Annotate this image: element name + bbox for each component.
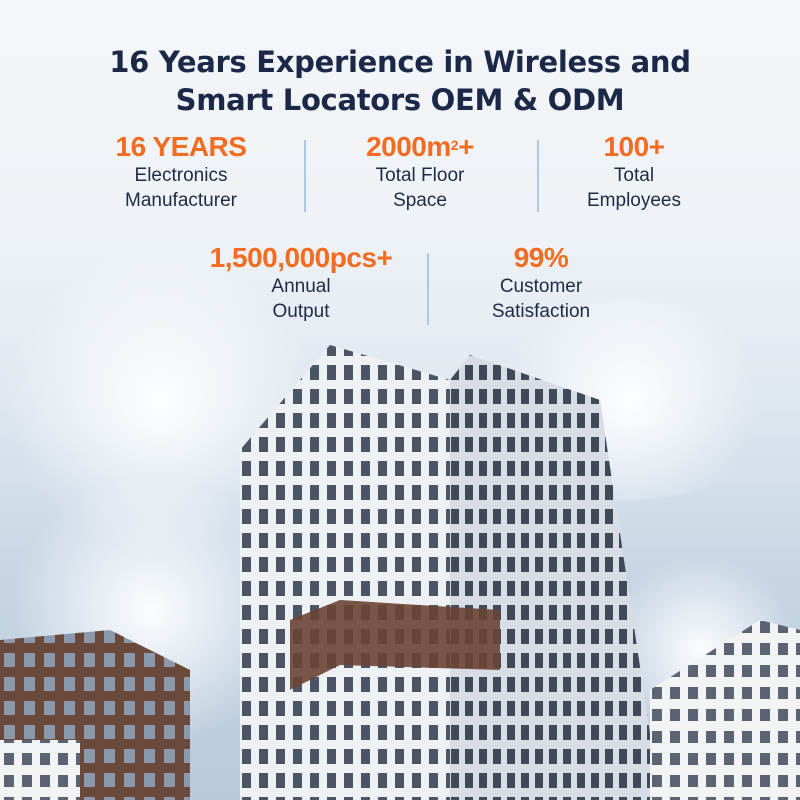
tower-band (290, 600, 500, 690)
tower-right-face (450, 355, 660, 800)
divider (304, 140, 306, 212)
stat-value: 99% (513, 242, 569, 273)
stat-years: 16 YEARS Electronics Manufacturer (116, 131, 247, 213)
stat-label-line-1: Customer (499, 276, 583, 297)
stat-label-line-2: Satisfaction (491, 301, 591, 322)
left-white-building (0, 740, 80, 800)
stat-value-sup: 2 (450, 137, 459, 153)
stat-label-line-1: Annual (271, 276, 331, 297)
stat-value-suffix: + (458, 131, 474, 162)
stat-label-line-1: Total (613, 165, 655, 186)
stat-label-line-1: Electronics (134, 165, 228, 186)
headline-line-2: Smart Locators OEM & ODM (175, 83, 625, 117)
tower-left-face (240, 345, 450, 800)
stat-satisfaction: 99% Customer Satisfaction (492, 242, 590, 324)
headline-line-1: 16 Years Experience in Wireless and (109, 45, 691, 79)
stat-floor-space: 2000m2+ Total Floor Space (366, 131, 474, 213)
stat-label-line-2: Space (393, 190, 447, 211)
stat-value: 1,500,000pcs+ (209, 242, 393, 273)
stat-label-line-2: Employees (587, 190, 681, 211)
stat-value: 2000m2+ (366, 131, 474, 163)
divider (427, 253, 429, 325)
stat-label-line-1: Total Floor (375, 165, 465, 186)
stat-employees: 100+ Total Employees (587, 131, 681, 213)
stat-label-line-2: Output (272, 301, 330, 322)
stat-label-line-2: Manufacturer (125, 190, 237, 211)
stat-annual-output: 1,500,000pcs+ Annual Output (210, 242, 393, 324)
divider (537, 140, 539, 212)
stat-value: 100+ (603, 131, 665, 162)
right-building (650, 620, 800, 800)
stat-value: 16 YEARS (115, 131, 247, 162)
stat-value-main: 2000m (366, 131, 451, 162)
